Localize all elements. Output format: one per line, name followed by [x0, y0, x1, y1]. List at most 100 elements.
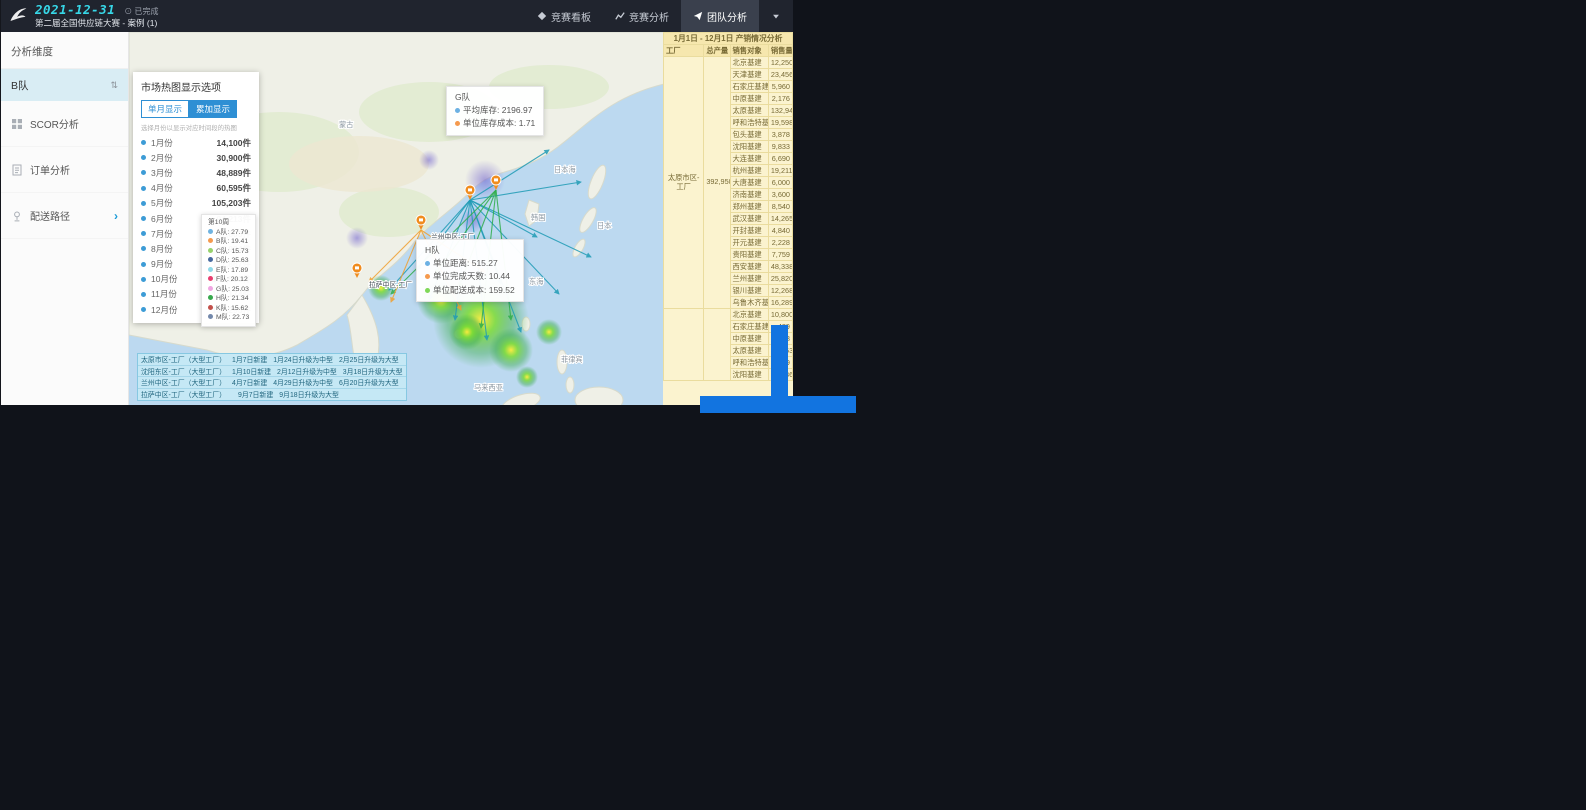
svg-text:日本海: 日本海: [554, 165, 576, 174]
tooltip-text: 单位配送成本: 159.52: [433, 284, 515, 295]
tooltip-text: D队: 25.63: [216, 257, 249, 265]
tooltip-dot: [425, 287, 430, 293]
tooltip-row: 单位库存成本: 1.71: [455, 117, 535, 130]
tooltip-text: A队: 27.79: [216, 228, 249, 236]
tooltip-text: E队: 17.89: [216, 266, 249, 274]
factory-log-row: 拉萨中区-工厂（大型工厂） 9月7日新建 9月18日升级为大型: [138, 389, 406, 401]
toggle-单月显示[interactable]: 单月显示: [141, 100, 190, 118]
log-cell: 1月24日升级为中型: [273, 357, 333, 365]
sidebar-item-配送路径[interactable]: 配送路径 ›: [1, 193, 128, 239]
tooltip-row: B队: 19.41: [208, 237, 249, 247]
month-dot: [141, 276, 146, 282]
tooltip-row: H队: 21.34: [208, 294, 249, 304]
month-row-5月份[interactable]: 5月份 105,203件: [141, 196, 251, 211]
app-logo-icon: [1, 0, 35, 32]
svg-text:菲律宾: 菲律宾: [561, 355, 583, 364]
nav-item-label: 竞赛看板: [551, 12, 591, 24]
month-label: 2月份: [151, 152, 173, 163]
log-cell: 9月7日新建: [237, 392, 274, 400]
quad-delivery-map: 2021-12-31 ⊙ 已完成 第二届全国供应链大赛 - 案例 (1) 竞赛看板 竞赛…: [0, 0, 793, 405]
heatmap-display-toggle: 单月显示 累加显示: [141, 100, 251, 118]
nav-item-竞赛分析[interactable]: 竞赛分析: [603, 0, 681, 32]
month-row-1月份[interactable]: 1月份 14,100件: [141, 135, 251, 150]
log-cell: 9月18日升级为大型: [279, 392, 339, 400]
heatmap-panel-title: 市场热图显示选项: [141, 83, 221, 94]
month-row-3月份[interactable]: 3月份 48,889件: [141, 165, 251, 180]
svg-text:东海: 东海: [529, 277, 543, 286]
tooltip-row: 单位距离: 515.27: [425, 257, 515, 270]
tooltip-title: G队: [455, 92, 471, 102]
month-value: 14,100件: [216, 137, 252, 148]
date-row: 2021-12-31 ⊙ 已完成: [35, 2, 525, 18]
factory-upgrade-log: 太原市区-工厂（大型工厂） 1月7日新建 1月24日升级为中型 2月25日升级为大型沈…: [137, 353, 407, 401]
month-dot: [141, 140, 146, 146]
svg-text:兰州中区-工厂: 兰州中区-工厂: [431, 232, 474, 241]
factory-pin-icon: [490, 174, 502, 190]
dashboard-icon: [537, 11, 547, 21]
log-cell: 4月7日新建: [231, 380, 268, 388]
quad-body: 分析维度 B队 ⇅ SCOR分析 订单分析 配送路径 › 蒙古 日本海 韩国 日本 东海 菲律宾 马来西亚…: [1, 32, 793, 405]
month-dot: [141, 261, 146, 267]
month-dot: [141, 231, 146, 237]
factory-pin-icon: [415, 214, 427, 230]
tooltip-dot: [208, 238, 213, 244]
tooltip-text: 单位完成天数: 10.44: [433, 271, 510, 282]
chart-tooltip: G队平均库存: 2196.97 单位库存成本: 1.71: [446, 86, 545, 136]
app-header: 2021-12-31⊙ 已完成第二届全国供应链大赛 - 案例 (1) 竞赛看板竞赛…: [1, 0, 793, 32]
tooltip-row: D队: 25.63: [208, 256, 249, 266]
tooltip-row: 平均库存: 2196.97: [455, 104, 535, 117]
tooltip-row: K队: 15.62: [208, 304, 249, 314]
team-selector[interactable]: B队 ⇅: [1, 69, 128, 101]
svg-text:拉萨中区-工厂: 拉萨中区-工厂: [369, 280, 412, 289]
competition-subtitle: 第二届全国供应链大赛 - 案例 (1): [35, 17, 158, 28]
sidebar-title: 分析维度: [1, 32, 128, 69]
analysis-icon: [615, 11, 625, 21]
sidebar-item-label: 订单分析: [30, 166, 70, 177]
month-row-2月份[interactable]: 2月份 30,900件: [141, 150, 251, 165]
nav-item-团队分析[interactable]: 团队分析: [681, 0, 759, 32]
month-dot: [141, 200, 146, 206]
log-cell: 沈阳东区-工厂（大型工厂）: [141, 368, 226, 376]
heatmap-panel-caption: 选择月份以显示对应时间段的热图: [141, 125, 237, 132]
toggle-累加显示[interactable]: 累加显示: [189, 100, 238, 118]
tooltip-row: F队: 20.12: [208, 275, 249, 285]
month-value: 60,595件: [216, 183, 252, 194]
tooltip-text: 单位距离: 515.27: [433, 258, 498, 269]
factory-pin-icon: [351, 262, 363, 278]
tooltip-dot: [208, 314, 213, 320]
tooltip-dot: [208, 257, 213, 263]
month-label: 9月份: [151, 259, 173, 270]
month-dot: [141, 185, 146, 191]
month-dot: [141, 155, 146, 161]
svg-text:日本: 日本: [597, 221, 611, 230]
tooltip-row: G队: 25.03: [208, 285, 249, 295]
tooltip-row: C队: 15.73: [208, 247, 249, 257]
factory-log-row: 太原市区-工厂（大型工厂） 1月7日新建 1月24日升级为中型 2月25日升级为大型: [138, 354, 406, 366]
month-row-4月份[interactable]: 4月份 60,595件: [141, 181, 251, 196]
svg-text:蒙古: 蒙古: [339, 120, 353, 129]
log-cell: 太原市区-工厂（大型工厂）: [141, 357, 226, 365]
tooltip-dot: [208, 304, 213, 310]
sidebar-item-SCOR分析[interactable]: SCOR分析: [1, 101, 128, 147]
tooltip-text: F队: 20.12: [216, 276, 248, 284]
doc-icon: [11, 164, 23, 176]
tooltip-text: C队: 15.73: [216, 247, 249, 255]
tooltip-row: E队: 17.89: [208, 266, 249, 276]
top-nav: 竞赛看板 竞赛分析 团队分析: [525, 0, 793, 32]
nav-item-竞赛看板[interactable]: 竞赛看板: [525, 0, 603, 32]
month-value: 105,203件: [211, 198, 251, 209]
svg-text:马来西亚: 马来西亚: [474, 383, 503, 392]
sidebar-item-订单分析[interactable]: 订单分析: [1, 147, 128, 193]
month-label: 10月份: [151, 274, 178, 285]
tooltip-dot: [425, 274, 430, 280]
nav-item-menu[interactable]: [759, 0, 793, 32]
annotation-bar-horizontal: [700, 396, 856, 413]
factory-log-row: 兰州中区-工厂（大型工厂） 4月7日新建 4月29日升级为中型 6月20日升级为大型: [138, 377, 406, 389]
annotation-bar-vertical: [771, 325, 788, 396]
tooltip-row: M队: 22.73: [208, 313, 249, 323]
tooltip-dot: [208, 276, 213, 282]
month-value: 48,889件: [216, 167, 252, 178]
team-icon: [693, 11, 703, 21]
tooltip-dot: [208, 266, 213, 272]
month-dot: [141, 216, 146, 222]
